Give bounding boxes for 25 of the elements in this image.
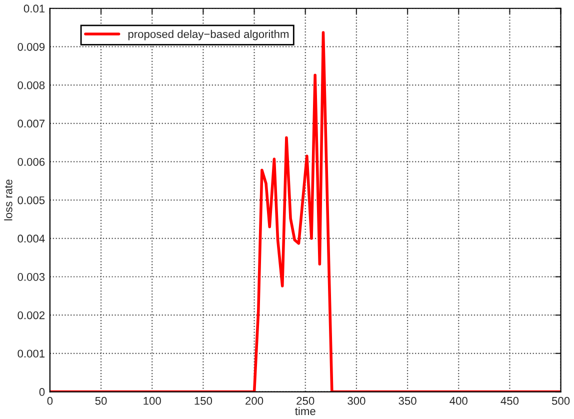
y-tick-label: 0.001 (18, 350, 45, 358)
y-tick-label: 0.006 (18, 158, 45, 166)
y-tick-label: 0 (39, 388, 45, 396)
legend-label: proposed delay−based algorithm (128, 30, 288, 40)
y-tick-label: 0.005 (18, 196, 45, 204)
y-tick-label: 0.004 (18, 234, 45, 243)
x-tick-label: 200 (246, 396, 264, 405)
x-tick-label: 100 (144, 396, 161, 405)
y-tick-label: 0.009 (18, 42, 45, 51)
x-tick-label: 0 (47, 396, 53, 405)
y-tick-label: 0.002 (18, 311, 45, 320)
x-tick-label: 450 (500, 396, 519, 405)
x-tick-label: 150 (194, 396, 212, 405)
x-tick-label: 350 (398, 396, 416, 405)
x-tick-label: 300 (348, 396, 366, 405)
x-axis-title: time (295, 406, 316, 416)
y-tick-label: 0.01 (24, 4, 45, 13)
y-tick-label: 0.003 (18, 273, 45, 281)
y-tick-label: 0.008 (18, 81, 45, 90)
x-tick-label: 500 (552, 396, 570, 405)
x-tick-label: 400 (450, 396, 468, 405)
y-axis-title: loss rate (4, 180, 12, 220)
x-tick-label: 50 (95, 396, 107, 405)
x-tick-label: 250 (296, 396, 314, 405)
y-tick-label: 0.007 (18, 120, 45, 128)
